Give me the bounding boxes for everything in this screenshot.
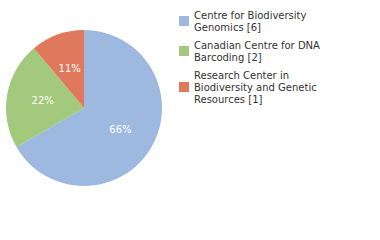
svg-text:11%: 11%: [59, 63, 81, 74]
svg-text:22%: 22%: [32, 95, 54, 106]
svg-text:Canadian Centre for DNA: Canadian Centre for DNA: [194, 40, 323, 51]
svg-text:66%: 66%: [109, 124, 131, 135]
svg-text:Genomics [6]: Genomics [6]: [194, 22, 261, 33]
svg-text:Resources [1]: Resources [1]: [194, 94, 263, 105]
svg-text:Research Center in: Research Center in: [194, 70, 292, 81]
svg-text:Biodiversity and Genetic: Biodiversity and Genetic: [194, 82, 320, 93]
svg-text:Centre for Biodiversity: Centre for Biodiversity: [194, 10, 310, 21]
svg-text:Barcoding [2]: Barcoding [2]: [194, 52, 262, 63]
